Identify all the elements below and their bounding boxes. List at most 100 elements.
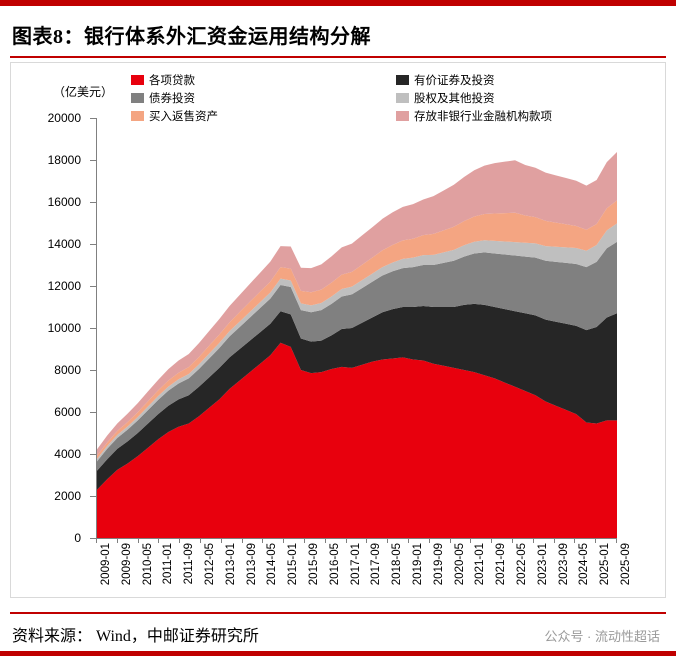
x-tick-mark (345, 538, 347, 543)
legend-swatch-icon (396, 93, 409, 103)
x-tick-label: 2018-05 (391, 543, 404, 586)
y-tick-label: 10000 (47, 321, 81, 335)
x-tick-mark (428, 538, 430, 543)
legend-label: 存放非银行业金融机构款项 (414, 111, 552, 123)
x-tick-label: 2019-01 (412, 543, 424, 586)
brand-watermark: 公众号 · 流动性超话 (544, 629, 660, 644)
x-tick-mark (366, 538, 368, 543)
x-tick-mark (616, 538, 617, 543)
x-tick-mark (262, 538, 264, 543)
legend-label: 有价证券及投资 (414, 75, 495, 87)
top-accent-bar (0, 0, 676, 6)
x-tick-label: 2011-09 (183, 543, 196, 585)
plot-area (96, 118, 617, 539)
y-tick-label: 12000 (47, 279, 81, 293)
y-tick-mark (90, 538, 96, 539)
y-tick-label: 8000 (54, 363, 81, 377)
x-tick-mark (491, 538, 493, 543)
x-tick-label: 2011-01 (162, 543, 175, 585)
footer-divider (10, 612, 666, 614)
page-title: 图表8：银行体系外汇资金运用结构分解 (12, 26, 371, 48)
y-tick-label: 2000 (54, 489, 81, 503)
x-tick-mark (220, 538, 222, 543)
y-axis-labels: 0 2000 4000 6000 8000 10000 12000 14000 16000 180… (11, 111, 89, 545)
x-tick-mark (324, 538, 326, 543)
x-axis-labels: 2009-01 2009-09 2010-05 2011-01 2011-09 2012-… (96, 543, 632, 633)
x-tick-mark (408, 538, 409, 543)
y-tick-mark (90, 286, 96, 287)
x-tick-label: 2013-09 (245, 543, 258, 586)
y-tick-mark (90, 118, 96, 119)
title-divider (10, 56, 666, 58)
x-tick-mark (304, 538, 305, 543)
area-series (97, 241, 617, 471)
y-tick-mark (90, 370, 96, 371)
legend-swatch-icon (396, 75, 409, 85)
source-note: 资料来源： Wind，中邮证券研究所 (12, 628, 259, 645)
y-tick-mark (90, 496, 96, 497)
x-tick-label: 2015-01 (287, 543, 300, 586)
y-tick-mark (90, 160, 96, 161)
x-tick-mark (553, 538, 555, 543)
x-tick-label: 2019-09 (432, 543, 445, 586)
legend-swatch-icon (131, 75, 144, 85)
y-tick-label: 14000 (47, 237, 81, 251)
area-series (97, 152, 617, 456)
x-tick-mark (116, 538, 118, 543)
legend-swatch-icon (396, 111, 409, 121)
y-tick-mark (90, 328, 96, 329)
legend-swatch-icon (131, 93, 144, 103)
x-tick-label: 2017-01 (349, 543, 362, 586)
y-tick-label: 6000 (54, 405, 81, 419)
x-tick-label: 2020-05 (453, 543, 466, 586)
x-tick-mark (449, 538, 451, 543)
chart-legend: 各项贷款 有价证券及投资债券投资 股权及其他投资买入返售资产 存放非银行业金融机构款项 (131, 71, 641, 125)
x-tick-label: 2012-05 (204, 543, 216, 586)
legend-item: 债券投资 (131, 89, 396, 107)
x-tick-label: 2016-05 (328, 543, 341, 586)
y-tick-mark (90, 454, 96, 455)
y-tick-label: 20000 (47, 111, 81, 125)
x-tick-mark (158, 538, 160, 543)
legend-item: 有价证券及投资 (396, 71, 641, 89)
legend-label: 买入返售资产 (149, 111, 218, 123)
x-tick-mark (532, 538, 534, 543)
legend-item: 买入返售资产 (131, 107, 396, 125)
x-tick-label: 2017-09 (370, 543, 383, 586)
x-tick-mark (96, 538, 97, 543)
x-tick-label: 2021-09 (495, 543, 508, 586)
x-tick-mark (387, 538, 389, 543)
x-tick-mark (283, 538, 285, 543)
x-tick-mark (574, 538, 576, 543)
y-tick-mark (90, 412, 96, 413)
x-tick-label: 2021-01 (474, 543, 487, 586)
x-tick-mark (595, 538, 597, 543)
x-tick-label: 2009-01 (100, 543, 112, 586)
x-tick-mark (179, 538, 181, 543)
y-tick-label: 16000 (47, 195, 81, 209)
x-tick-label: 2022-05 (516, 543, 528, 586)
legend-label: 各项贷款 (149, 75, 195, 87)
x-tick-mark (512, 538, 513, 543)
x-tick-label: 2010-05 (141, 543, 154, 586)
y-tick-label: 18000 (47, 153, 81, 167)
chart-unit-label: （亿美元） (53, 85, 114, 99)
y-tick-mark (90, 244, 96, 245)
x-tick-label: 2025-01 (599, 543, 612, 586)
legend-label: 股权及其他投资 (414, 93, 495, 105)
x-tick-label: 2013-01 (224, 543, 237, 586)
legend-swatch-icon (131, 111, 144, 121)
chart-container: （亿美元） 各项贷款 有价证券及投资债券投资 股权及其他投资买入返售资产 存放非银行业… (10, 62, 666, 598)
legend-item: 股权及其他投资 (396, 89, 641, 107)
x-tick-label: 2023-09 (557, 543, 570, 586)
x-tick-mark (470, 538, 472, 543)
area-series (97, 342, 617, 538)
x-tick-label: 2025-09 (620, 543, 632, 586)
stacked-area-chart (97, 152, 617, 538)
y-tick-label: 0 (74, 531, 81, 545)
y-tick-mark (90, 202, 96, 203)
area-series (97, 200, 617, 459)
x-tick-label: 2024-05 (578, 543, 591, 586)
y-tick-label: 4000 (54, 447, 81, 461)
legend-item: 存放非银行业金融机构款项 (396, 107, 641, 125)
